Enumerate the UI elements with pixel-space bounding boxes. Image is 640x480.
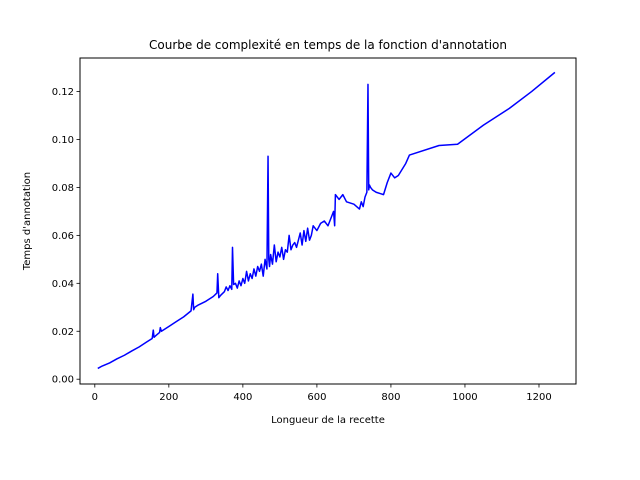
x-tick-label: 600 [307,392,326,403]
y-tick-label: 0.10 [52,135,74,146]
x-tick-label: 1000 [452,392,477,403]
x-tick-label: 1200 [526,392,551,403]
y-tick-label: 0.08 [52,183,74,194]
x-axis-label: Longueur de la recette [271,415,385,426]
y-tick-label: 0.04 [52,279,74,290]
y-tick-label: 0.00 [52,375,74,386]
y-axis-label: Temps d'annotation [22,172,33,271]
plot-content [97,71,556,370]
x-axis-ticks: 0 200 400 600 800 1000 1200 [92,384,552,403]
y-tick-label: 0.02 [52,327,74,338]
y-axis-ticks: 0.00 0.02 0.04 0.06 0.08 0.10 0.12 [52,87,80,386]
y-tick-label: 0.12 [52,87,74,98]
y-tick-label: 0.06 [52,231,74,242]
x-tick-label: 200 [159,392,178,403]
plot-frame [79,57,577,385]
x-tick-label: 800 [381,392,400,403]
x-tick-label: 400 [233,392,252,403]
x-tick-label: 0 [92,392,98,403]
chart-title: Courbe de complexité en temps de la fonc… [149,38,507,52]
series-line-0 [97,71,556,370]
